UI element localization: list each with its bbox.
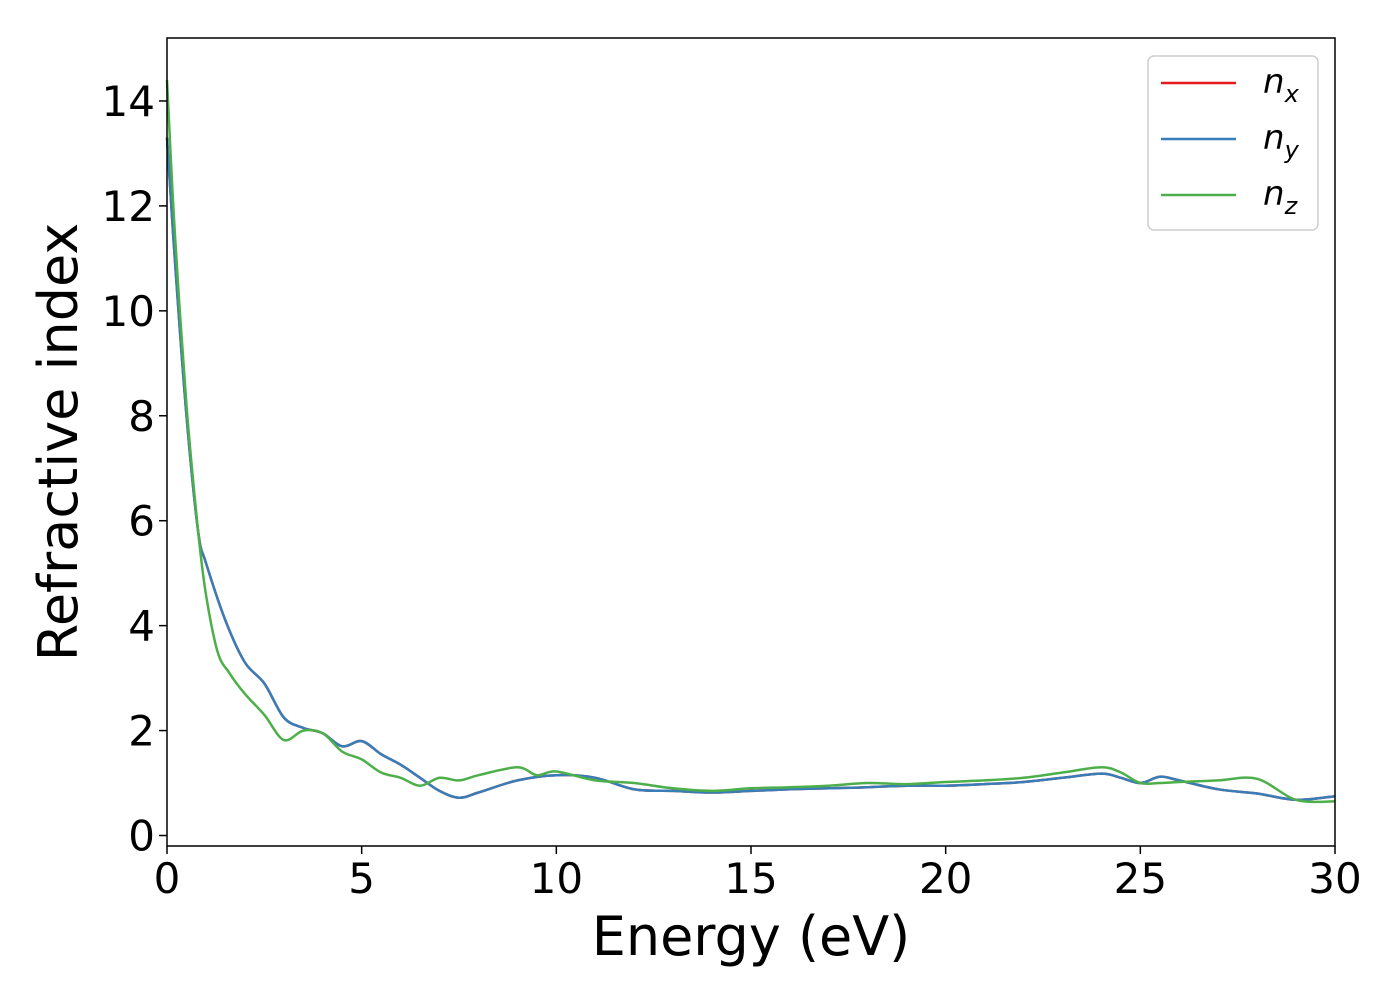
legend-label-subscript: y — [1284, 136, 1300, 164]
x-axis-label: Energy (eV) — [592, 905, 911, 968]
y-axis-label: Refractive index — [27, 223, 90, 662]
legend-label-x: nx — [1263, 62, 1300, 108]
y-tick-label: 4 — [128, 602, 155, 651]
x-tick-label: 30 — [1308, 854, 1361, 903]
legend-label-subscript: z — [1284, 192, 1299, 220]
x-tick-label: 10 — [530, 854, 583, 903]
x-tick-label: 25 — [1114, 854, 1167, 903]
x-tick-label: 0 — [154, 854, 181, 903]
legend-label-base: n — [1263, 118, 1285, 158]
series-line-z — [165, 79, 1336, 804]
y-tick-label: 2 — [128, 707, 155, 756]
x-tick-label: 15 — [724, 854, 777, 903]
legend-label-base: n — [1263, 174, 1285, 214]
legend-box — [1147, 55, 1319, 231]
y-tick-label: 14 — [102, 77, 155, 126]
legend-label-y: ny — [1263, 118, 1300, 164]
x-tick-label: 20 — [919, 854, 972, 903]
x-axis-ticks: 0 5 10 15 20 25 30 — [154, 846, 1362, 903]
legend-label-subscript: x — [1284, 80, 1300, 108]
y-axis-ticks: 0 2 4 6 8 10 12 14 — [102, 77, 167, 861]
y-tick-label: 10 — [102, 287, 155, 336]
y-tick-label: 0 — [128, 812, 155, 861]
y-tick-label: 6 — [128, 497, 155, 546]
legend-label-base: n — [1263, 62, 1285, 102]
x-tick-label: 5 — [348, 854, 375, 903]
y-tick-label: 8 — [128, 392, 155, 441]
legend-label-z: nz — [1263, 174, 1299, 220]
y-tick-label: 12 — [102, 182, 155, 231]
series-layer — [165, 79, 1336, 804]
